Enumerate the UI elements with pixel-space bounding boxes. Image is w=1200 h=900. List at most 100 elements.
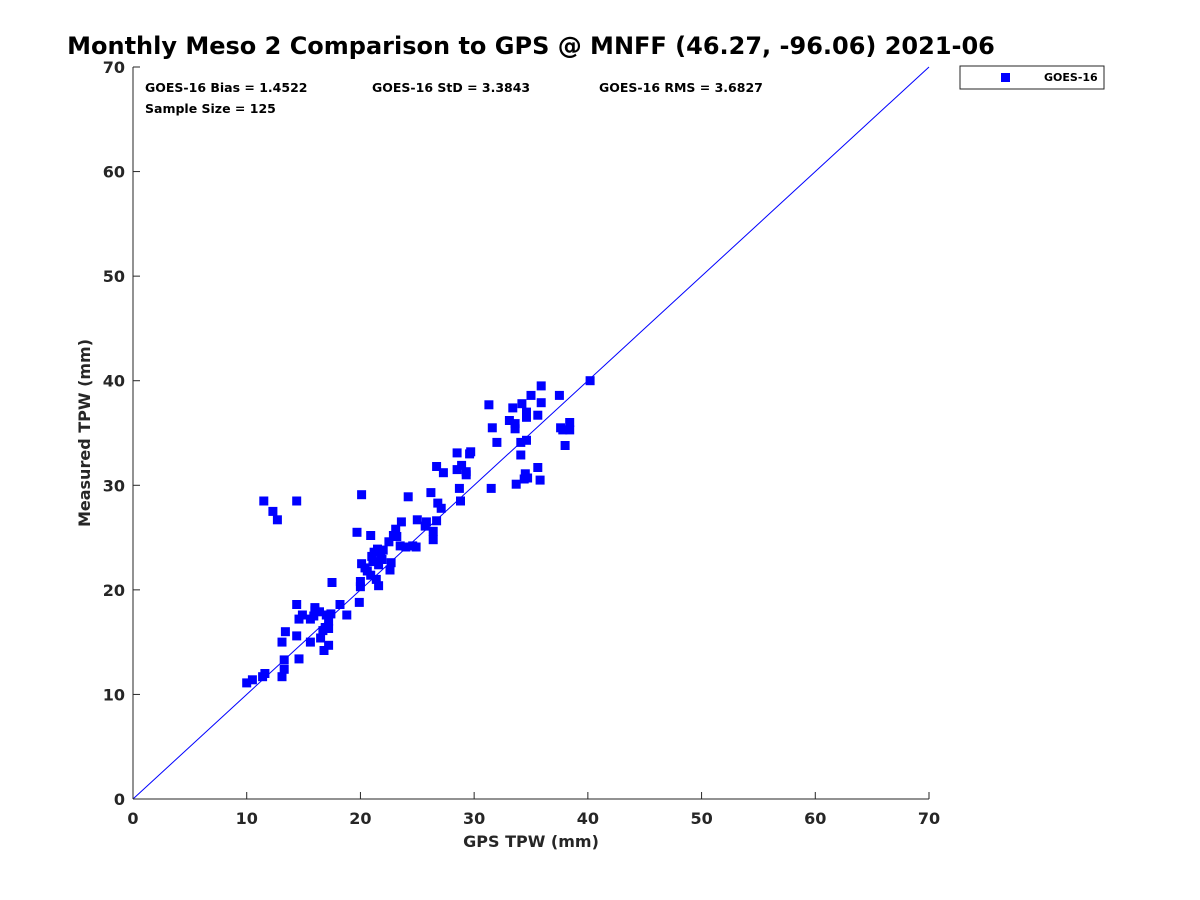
data-point xyxy=(461,470,471,480)
y-tick-label: 60 xyxy=(103,163,125,182)
data-point xyxy=(315,607,324,617)
y-axis-label: Measured TPW (mm) xyxy=(75,339,94,527)
data-point xyxy=(324,616,334,626)
data-point xyxy=(321,610,331,620)
data-point xyxy=(324,640,334,650)
data-point xyxy=(486,483,496,493)
data-point xyxy=(368,557,378,567)
data-point xyxy=(403,492,413,502)
x-tick-label: 50 xyxy=(690,809,712,828)
legend-marker-goes-16 xyxy=(1001,73,1010,82)
data-point xyxy=(292,631,302,641)
data-point xyxy=(355,582,365,592)
data-point xyxy=(280,627,290,637)
data-point xyxy=(310,603,320,613)
data-point xyxy=(558,425,568,435)
data-point xyxy=(259,496,269,506)
chart-title: Monthly Meso 2 Comparison to GPS @ MNFF … xyxy=(67,32,995,60)
data-point xyxy=(294,654,304,664)
data-point xyxy=(516,437,526,447)
data-point xyxy=(516,450,526,460)
data-point xyxy=(436,503,446,513)
data-point xyxy=(352,527,362,537)
data-point xyxy=(554,390,564,400)
data-point xyxy=(510,419,520,429)
data-point xyxy=(305,637,315,647)
bias-annotation: GOES-16 Bias = 1.4522 xyxy=(145,80,307,95)
x-tick-label: 10 xyxy=(236,809,258,828)
data-point xyxy=(277,637,287,647)
data-point xyxy=(533,410,543,420)
data-point xyxy=(319,646,329,655)
data-point xyxy=(354,597,364,607)
y-tick-label: 40 xyxy=(103,372,125,391)
x-tick-label: 20 xyxy=(349,809,371,828)
data-point xyxy=(517,399,527,409)
legend-box xyxy=(959,65,1105,90)
data-point xyxy=(357,490,367,500)
data-point xyxy=(391,524,401,534)
data-point xyxy=(523,473,533,483)
data-point xyxy=(309,611,319,621)
data-point xyxy=(535,475,545,485)
rms-annotation: GOES-16 RMS = 3.6827 xyxy=(599,80,763,95)
data-point xyxy=(536,398,546,408)
x-tick-label: 60 xyxy=(804,809,826,828)
y-tick-label: 30 xyxy=(103,476,125,495)
data-point xyxy=(487,423,497,433)
data-point xyxy=(456,496,465,506)
data-point xyxy=(272,515,282,525)
data-point xyxy=(378,545,388,555)
y-tick-label: 70 xyxy=(103,58,125,77)
y-tick-label: 20 xyxy=(103,581,125,600)
data-point xyxy=(412,515,422,525)
legend-label-goes-16: GOES-16 xyxy=(1044,71,1098,84)
data-point xyxy=(292,496,302,506)
data-point xyxy=(392,532,402,541)
data-point xyxy=(504,416,514,425)
data-point xyxy=(428,526,438,536)
data-point xyxy=(522,412,531,422)
data-point xyxy=(511,479,521,489)
data-point xyxy=(242,678,252,688)
data-point xyxy=(428,535,438,545)
data-point xyxy=(536,381,546,391)
data-point xyxy=(384,537,394,547)
sample-size-annotation: Sample Size = 125 xyxy=(145,101,276,116)
data-point xyxy=(326,609,336,619)
data-point xyxy=(385,565,395,575)
data-point xyxy=(492,437,502,447)
data-point xyxy=(508,403,518,413)
data-point xyxy=(366,570,376,580)
data-point xyxy=(426,488,436,498)
x-axis-label: GPS TPW (mm) xyxy=(463,832,599,851)
data-point xyxy=(335,600,345,609)
y-ticks: 0 10 20 30 40 50 60 70 xyxy=(103,58,140,809)
data-point xyxy=(522,435,531,445)
data-point xyxy=(366,531,376,540)
data-points-layer xyxy=(242,376,595,688)
data-point xyxy=(277,672,287,682)
data-point xyxy=(374,560,384,570)
data-point xyxy=(484,400,494,410)
data-point xyxy=(395,541,405,551)
data-point xyxy=(565,418,575,427)
data-point xyxy=(396,517,406,527)
data-point xyxy=(560,441,570,450)
data-point xyxy=(452,448,462,458)
data-point xyxy=(510,424,520,434)
data-point xyxy=(316,633,326,643)
data-point xyxy=(342,610,352,620)
data-point xyxy=(377,555,387,564)
data-point xyxy=(247,675,257,685)
std-annotation: GOES-16 StD = 3.3843 xyxy=(372,80,530,95)
data-point xyxy=(373,544,382,554)
x-ticks: 0 10 20 30 40 50 60 70 xyxy=(127,792,940,828)
data-point xyxy=(585,376,595,386)
y-tick-label: 50 xyxy=(103,267,125,286)
data-point xyxy=(466,447,476,457)
data-point xyxy=(457,460,467,470)
data-point xyxy=(279,655,289,665)
data-point xyxy=(386,558,396,568)
